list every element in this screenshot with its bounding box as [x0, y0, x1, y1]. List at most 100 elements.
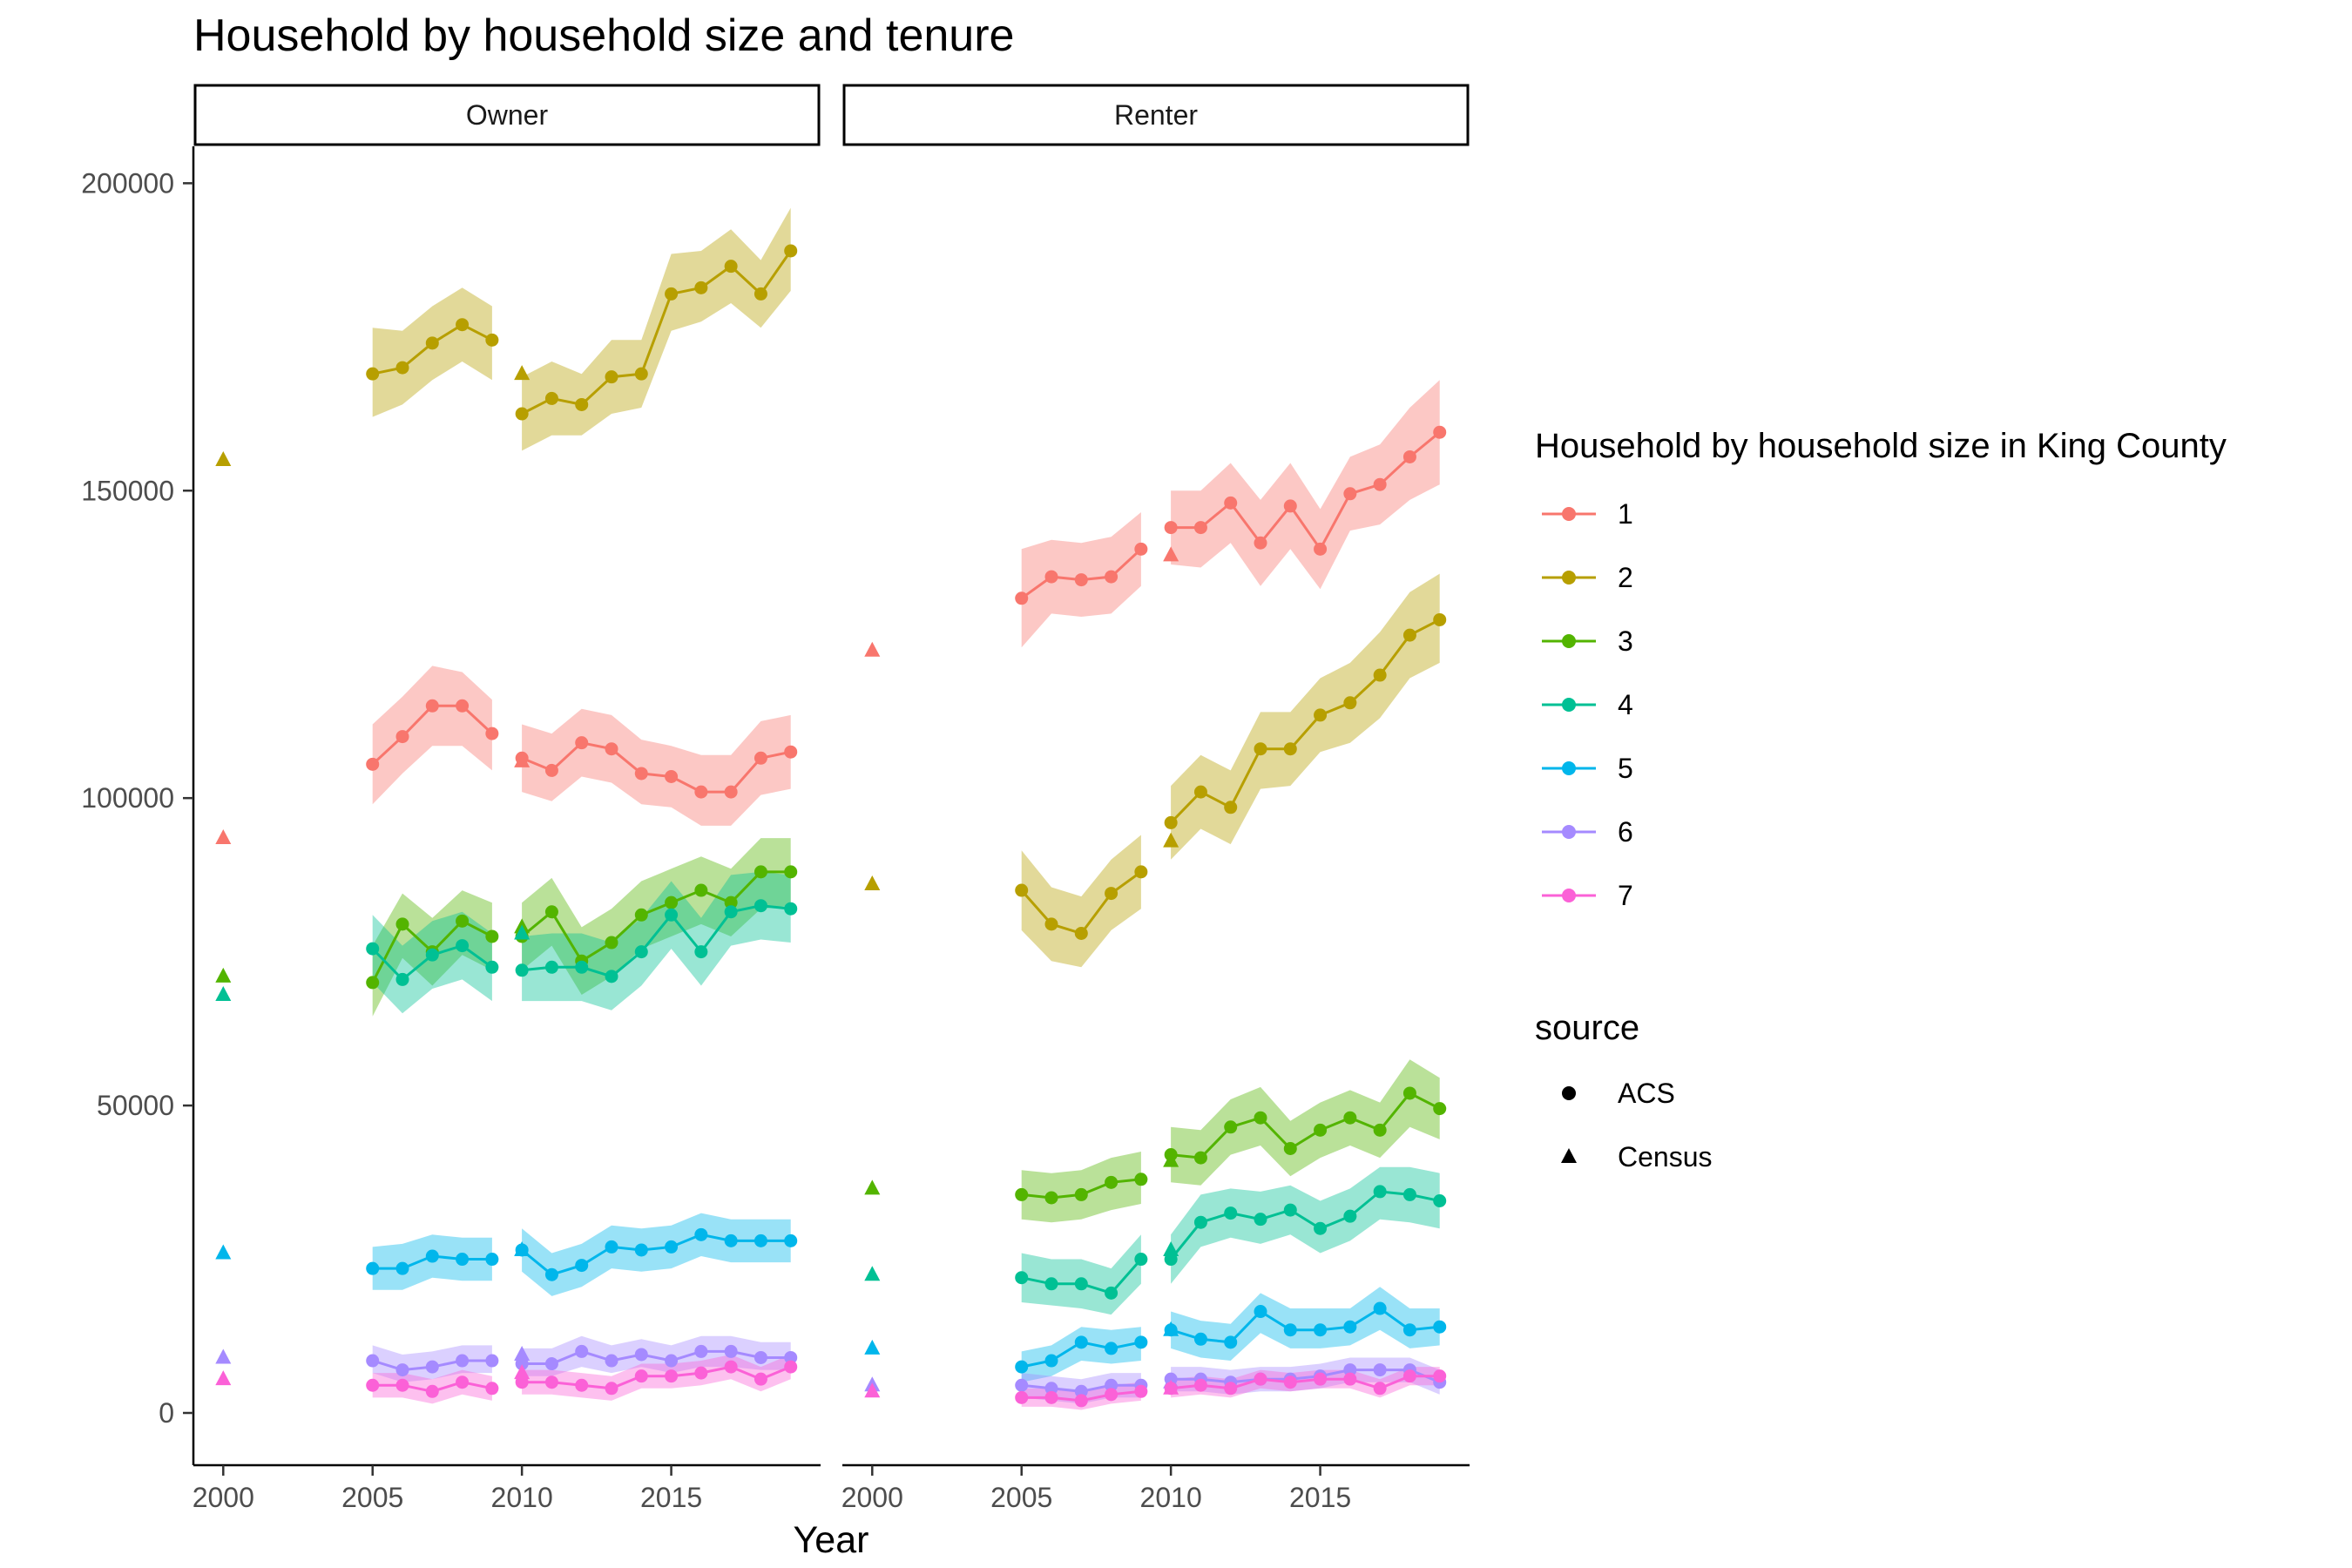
- acs-point-7: [724, 1360, 738, 1374]
- acs-point-1: [395, 730, 409, 744]
- census-point-2: [1163, 832, 1179, 848]
- legend-item-4: 4: [1542, 689, 1633, 720]
- legend-item-label: 7: [1618, 880, 1633, 911]
- census-point-1: [1163, 546, 1179, 562]
- acs-point-4: [1373, 1185, 1387, 1199]
- series-line-2: [521, 250, 792, 416]
- acs-point-6: [634, 1348, 648, 1362]
- acs-point-6: [1373, 1363, 1387, 1377]
- acs-point-6: [1074, 1384, 1088, 1398]
- legend-item-1: 1: [1542, 498, 1633, 530]
- acs-point-2: [366, 367, 380, 381]
- acs-point-3: [1015, 1187, 1029, 1201]
- census-point-2: [864, 875, 881, 890]
- acs-point-5: [1193, 1332, 1207, 1346]
- census-point-1: [864, 641, 881, 657]
- acs-point-6: [575, 1344, 589, 1358]
- x-tick-label: 2010: [491, 1482, 553, 1513]
- x-tick-label: 2005: [990, 1482, 1052, 1513]
- acs-point-7: [1433, 1369, 1447, 1383]
- acs-point-7: [1373, 1382, 1387, 1396]
- acs-point-3: [754, 865, 767, 879]
- acs-point-2: [665, 287, 679, 301]
- acs-point-4: [1433, 1193, 1447, 1207]
- acs-point-4: [544, 960, 558, 974]
- legend-item-label: 2: [1618, 562, 1633, 593]
- acs-point-1: [1105, 570, 1119, 584]
- acs-point-2: [1074, 926, 1088, 940]
- acs-point-3: [1193, 1151, 1207, 1165]
- acs-point-2: [1044, 917, 1058, 931]
- census-point-1: [215, 829, 232, 845]
- acs-point-4: [754, 899, 767, 913]
- confidence-band-5: [1171, 1287, 1440, 1361]
- legend-key-point: [1562, 889, 1576, 902]
- acs-point-2: [1373, 668, 1387, 682]
- acs-point-3: [1343, 1111, 1357, 1125]
- acs-point-7: [694, 1366, 708, 1380]
- y-tick-label: 100000: [81, 782, 174, 814]
- facet-strip-label: Owner: [466, 99, 549, 131]
- acs-point-3: [1373, 1123, 1387, 1137]
- acs-point-7: [1044, 1390, 1058, 1404]
- acs-point-3: [1402, 1086, 1416, 1100]
- acs-point-2: [1105, 887, 1119, 901]
- acs-point-2: [575, 397, 589, 411]
- acs-point-4: [1134, 1253, 1148, 1267]
- acs-point-5: [605, 1240, 618, 1254]
- acs-point-7: [575, 1378, 589, 1392]
- acs-point-1: [544, 763, 558, 777]
- acs-point-2: [485, 333, 499, 347]
- acs-point-5: [1044, 1354, 1058, 1368]
- acs-point-1: [425, 699, 439, 713]
- acs-point-7: [665, 1369, 679, 1383]
- acs-point-5: [575, 1259, 589, 1273]
- acs-point-5: [395, 1261, 409, 1275]
- confidence-band-7: [522, 1355, 791, 1401]
- acs-point-5: [1373, 1301, 1387, 1315]
- acs-point-1: [1015, 591, 1029, 605]
- facet-panel-renter: Renter 2000 2005 2010 2015: [841, 84, 1470, 1513]
- acs-point-4: [1224, 1206, 1238, 1220]
- census-point-5: [215, 1244, 232, 1260]
- acs-point-4: [1343, 1209, 1357, 1223]
- acs-point-3: [1314, 1123, 1328, 1137]
- acs-point-4: [1402, 1187, 1416, 1201]
- acs-point-7: [366, 1378, 380, 1392]
- acs-point-3: [1134, 1173, 1148, 1186]
- facet-strip: [193, 84, 821, 146]
- confidence-band-1: [1171, 380, 1440, 590]
- acs-point-1: [575, 736, 589, 750]
- census-point-6: [215, 1348, 232, 1364]
- acs-point-3: [724, 896, 738, 909]
- acs-point-2: [1134, 865, 1148, 879]
- acs-point-5: [485, 1253, 499, 1267]
- acs-point-2: [1433, 612, 1447, 626]
- y-tick-label: 200000: [81, 167, 174, 199]
- acs-point-1: [1314, 542, 1328, 556]
- acs-point-6: [485, 1354, 499, 1368]
- acs-point-2: [425, 336, 439, 350]
- acs-point-3: [1224, 1120, 1238, 1134]
- x-tick-label: 2005: [341, 1482, 403, 1513]
- acs-point-7: [485, 1382, 499, 1396]
- census-point-3: [1163, 1152, 1179, 1167]
- confidence-band-4: [522, 871, 791, 1010]
- census-point-5: [1163, 1321, 1179, 1336]
- acs-point-5: [694, 1227, 708, 1241]
- acs-point-4: [1283, 1203, 1297, 1217]
- acs-point-7: [1283, 1375, 1297, 1389]
- confidence-band-2: [372, 287, 492, 417]
- chart-title: Household by household size and tenure: [193, 10, 1014, 61]
- acs-point-6: [665, 1354, 679, 1368]
- legend-key-point: [1562, 698, 1576, 712]
- acs-point-1: [724, 785, 738, 799]
- legend-item-2: 2: [1542, 562, 1633, 593]
- acs-point-2: [1164, 815, 1178, 829]
- series-line-5: [1170, 1307, 1440, 1344]
- census-point-7: [215, 1370, 232, 1386]
- acs-point-3: [665, 896, 679, 909]
- series-line-1: [1171, 431, 1441, 552]
- x-tick-label: 2010: [1140, 1482, 1202, 1513]
